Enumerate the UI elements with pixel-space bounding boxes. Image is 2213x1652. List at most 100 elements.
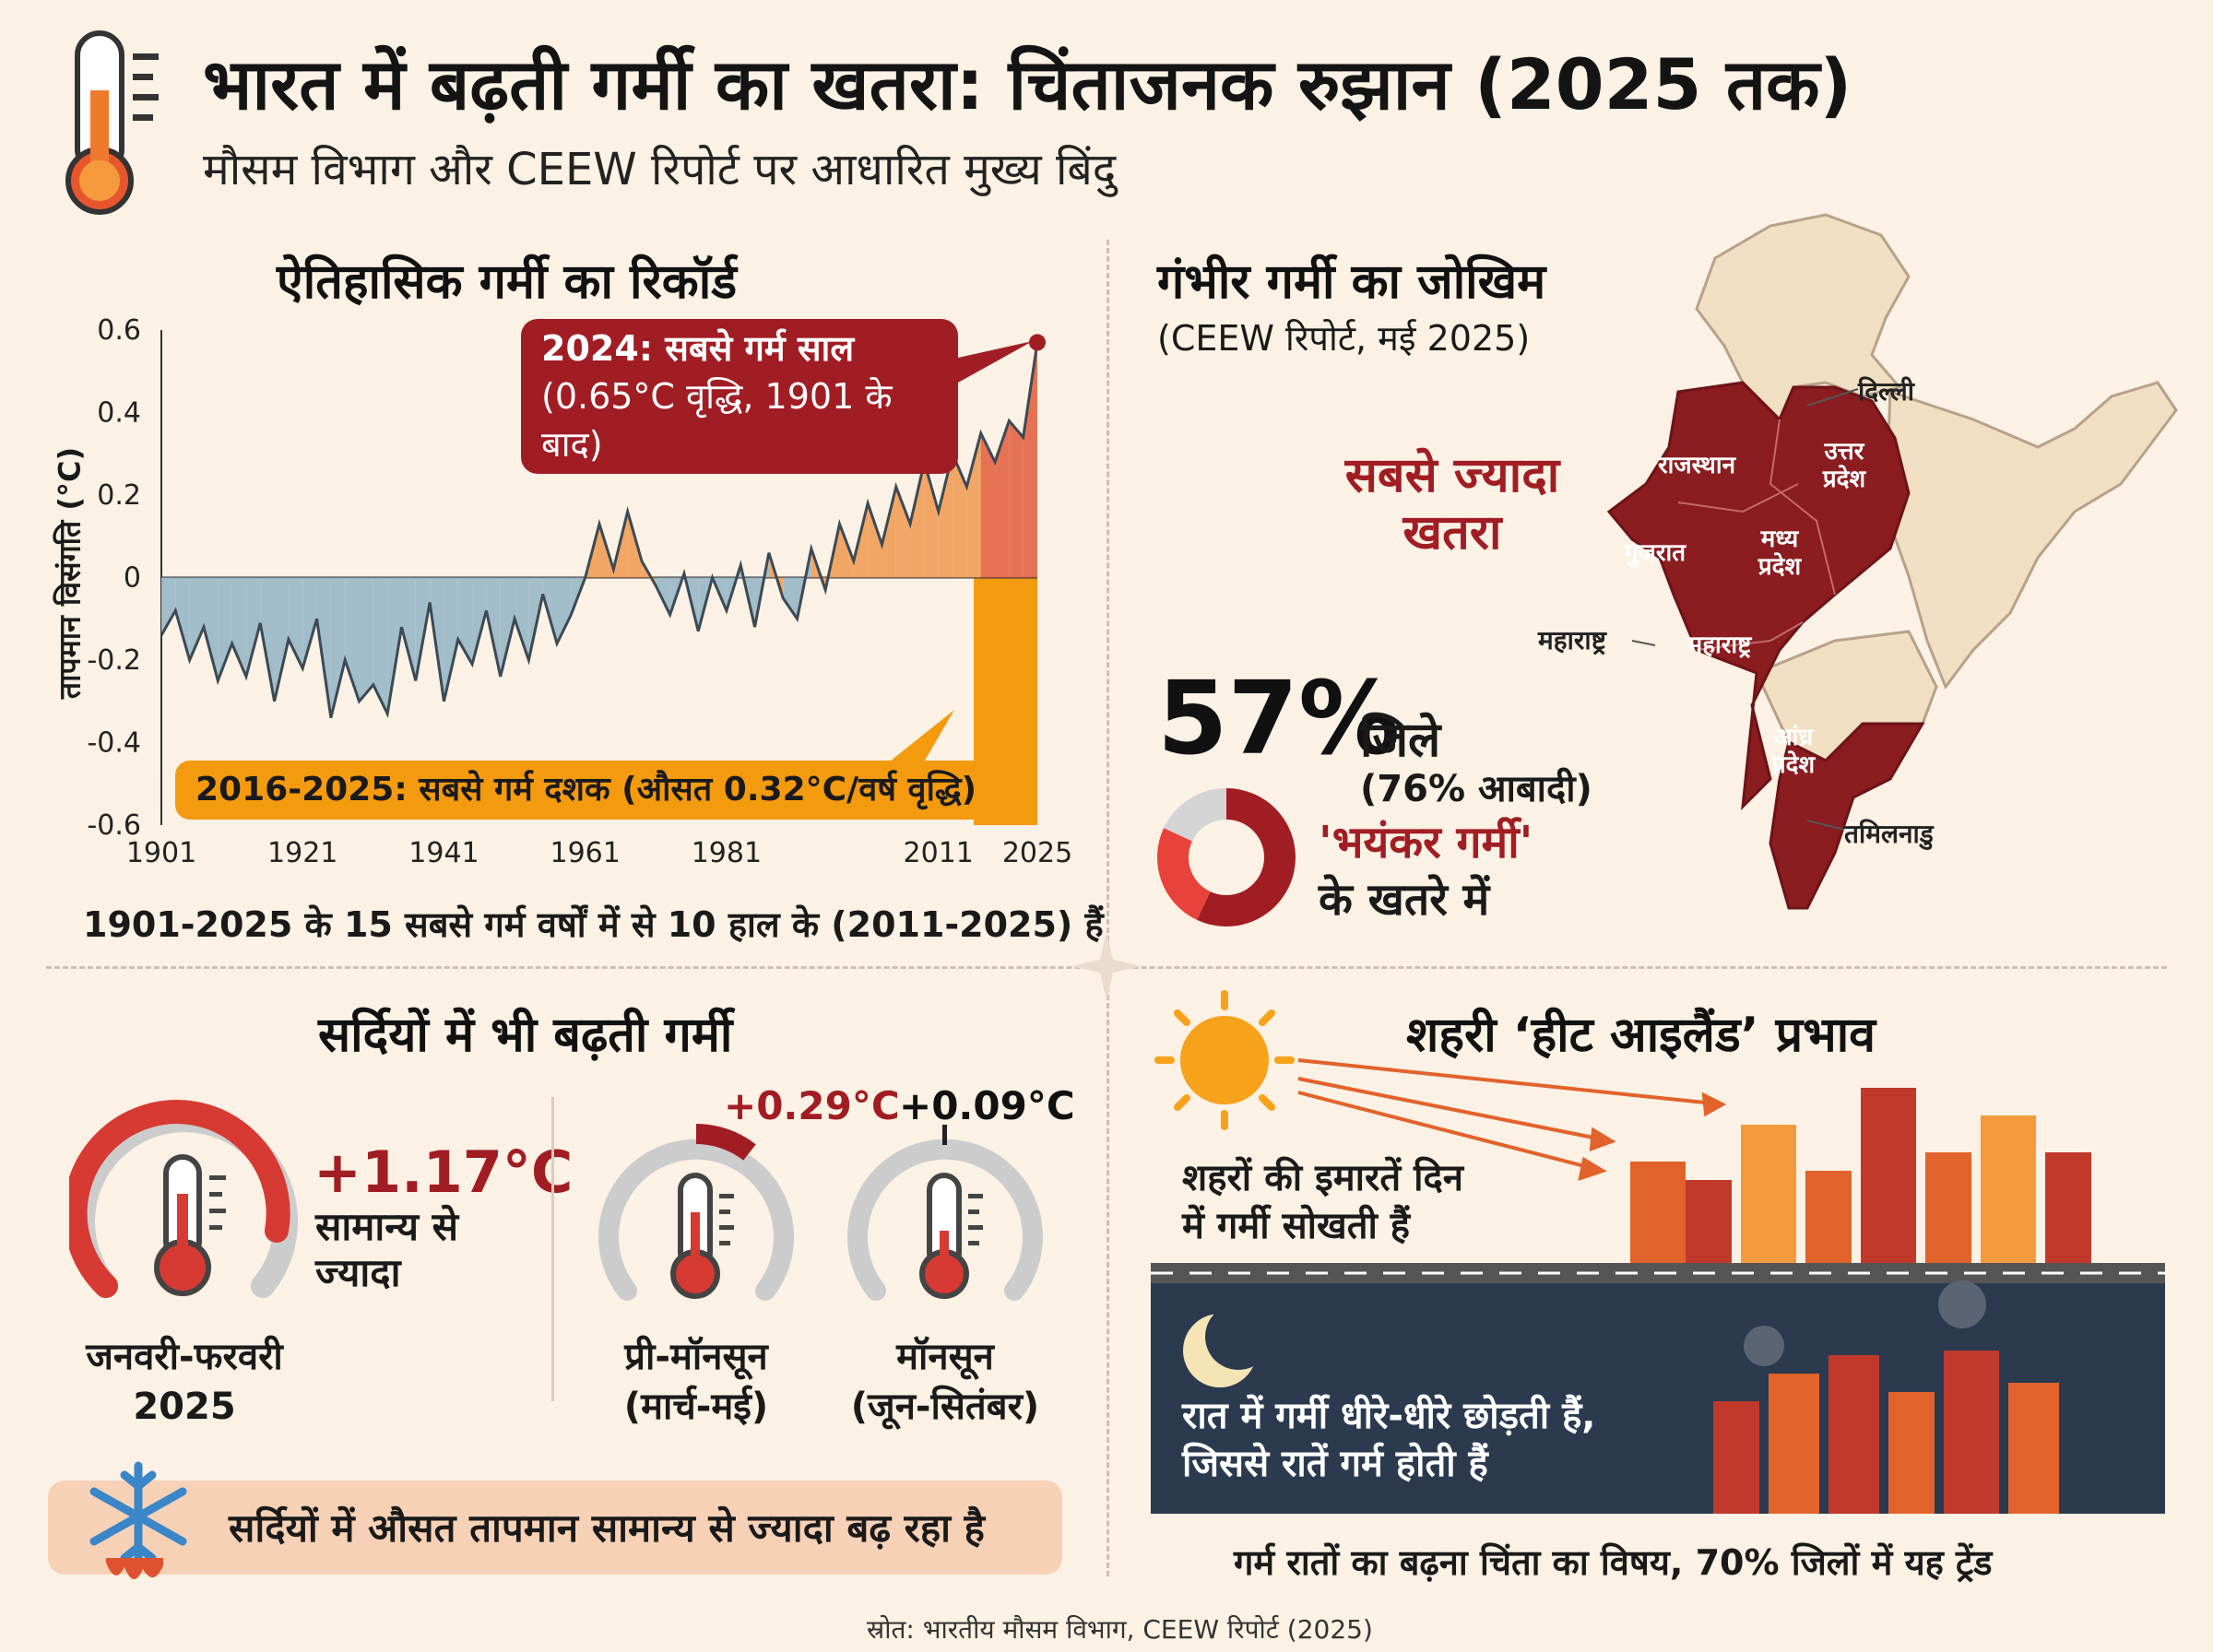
area-segment bbox=[359, 577, 373, 702]
state-ap: आंध्र प्रदेश bbox=[1771, 724, 1816, 779]
g1-desc: सामान्य से ज्यादा bbox=[315, 1204, 459, 1295]
marker-2024 bbox=[1029, 334, 1046, 351]
x-tick-label: 1901 bbox=[126, 837, 196, 869]
winter-banner-text: सर्दियों में औसत तापमान सामान्य से ज्याद… bbox=[229, 1505, 985, 1551]
risk-population: (76% आबादी) bbox=[1360, 768, 1592, 810]
map-leader-lines bbox=[1531, 369, 1899, 848]
area-segment bbox=[161, 577, 176, 636]
area-segment bbox=[401, 577, 416, 681]
area-segment bbox=[953, 454, 967, 578]
snowflake-icon bbox=[78, 1457, 198, 1595]
map-risk-region bbox=[1606, 381, 1911, 811]
area-segment bbox=[245, 577, 261, 677]
map-north bbox=[1695, 213, 1911, 422]
winter-title: सर्दियों में भी बढ़ती गर्मी bbox=[318, 1008, 733, 1063]
g2-label: प्री-मॉनसून (मार्च-मई) bbox=[623, 1336, 769, 1428]
area-segment bbox=[472, 577, 487, 665]
winter-divider bbox=[551, 1097, 554, 1401]
sun-icon bbox=[1154, 990, 1295, 1130]
g1-value: +1.17°C bbox=[314, 1139, 574, 1206]
y-tick-label: -0.6 bbox=[87, 809, 141, 842]
area-segment bbox=[260, 577, 275, 702]
history-chart: 0.6 0.4 0.2 0 -0.2 -0.4 -0.6 1901 1921 1941 1961 19… bbox=[37, 313, 1088, 876]
y-tick-label: -0.2 bbox=[87, 644, 141, 677]
urban-scene bbox=[1151, 986, 2165, 1521]
area-segment bbox=[868, 502, 882, 578]
state-rajasthan: राजस्थान bbox=[1657, 452, 1736, 479]
area-segment bbox=[783, 577, 798, 620]
risk-source: (CEEW रिपोर्ट, मई 2025) bbox=[1157, 318, 1531, 359]
area-segment bbox=[1023, 342, 1037, 578]
area-segment bbox=[924, 462, 939, 578]
callout-decade-pointer bbox=[885, 710, 959, 765]
area-segment bbox=[274, 577, 289, 702]
urban-night-text: रात में गर्मी धीरे-धीरे छोड़ती हैं, जिसस… bbox=[1182, 1395, 1596, 1485]
y-axis-label: तापमान विसंगति (°C) bbox=[52, 446, 88, 700]
risk-percent: 57% bbox=[1157, 659, 1401, 777]
x-tick-label: 1941 bbox=[408, 837, 479, 869]
state-up: उत्तर प्रदेश bbox=[1822, 438, 1866, 493]
page-title: भारत में बढ़ती गर्मी का खतरा: चिंताजनक र… bbox=[203, 43, 1852, 125]
donut-slice-severe bbox=[1197, 788, 1296, 926]
history-title: ऐतिहासिक गर्मी का रिकॉर्ड bbox=[277, 254, 738, 310]
area-segment bbox=[938, 454, 953, 578]
area-segment bbox=[500, 577, 515, 677]
x-tick-label: 2011 bbox=[904, 837, 974, 869]
area-segment bbox=[444, 577, 458, 702]
area-segment bbox=[995, 420, 1010, 578]
callout-2024-line2: (0.65°C वृद्धि, 1901 के बाद) bbox=[541, 376, 893, 465]
area-segment bbox=[1009, 420, 1024, 578]
header-thermometer-icon bbox=[65, 26, 175, 219]
state-gujarat: गुजरात bbox=[1624, 539, 1686, 567]
state-delhi: दिल्ली bbox=[1858, 376, 1914, 407]
page-subtitle: मौसम विभाग और CEEW रिपोर्ट पर आधारित मुख… bbox=[203, 144, 1117, 195]
state-maharashtra-inner: महाराष्ट्र bbox=[1687, 631, 1752, 659]
history-footnote: 1901-2025 के 15 सबसे गर्म वर्षों में से … bbox=[83, 904, 1104, 945]
y-tick-label: 0.4 bbox=[97, 397, 141, 430]
risk-severe: 'भयंकर गर्मी' bbox=[1319, 817, 1533, 868]
gauge-monsoon bbox=[844, 1115, 1047, 1328]
state-mp: मध्य प्रदेश bbox=[1757, 525, 1802, 581]
x-tick-label: 1981 bbox=[692, 837, 762, 869]
area-segment bbox=[966, 432, 981, 578]
callout-2024-pointer bbox=[950, 341, 1042, 396]
area-segment bbox=[457, 577, 473, 665]
most-risk-label: सबसे ज्यादा खतरा bbox=[1344, 448, 1560, 560]
area-segment bbox=[910, 462, 925, 578]
x-tick-label: 1921 bbox=[267, 837, 337, 869]
risk-at-risk: के खतरे में bbox=[1319, 874, 1490, 926]
series-line bbox=[160, 342, 1039, 719]
area-segment bbox=[231, 577, 246, 677]
area-segment bbox=[882, 487, 896, 578]
vertical-divider-top bbox=[1106, 240, 1109, 950]
callout-2024: 2024: सबसे गर्म साल (0.65°C वृद्धि, 1901… bbox=[521, 319, 958, 474]
area-segment bbox=[203, 577, 219, 681]
y-tick-label: 0 bbox=[124, 562, 141, 595]
area-segment bbox=[189, 577, 204, 660]
x-tick-label: 2025 bbox=[1002, 837, 1072, 869]
risk-donut bbox=[1153, 784, 1300, 931]
donut-slice-high bbox=[1157, 828, 1212, 920]
area-segment bbox=[302, 577, 317, 668]
g3-value: +0.09°C bbox=[899, 1083, 1075, 1128]
gauge-pre-monsoon bbox=[595, 1115, 798, 1328]
area-segment bbox=[218, 577, 232, 681]
gauge-jan-feb bbox=[63, 1092, 300, 1323]
urban-day-text: शहरों की इमारतें दिन में गर्मी सोखती हैं bbox=[1182, 1157, 1463, 1247]
urban-title: शहरी ‘हीट आइलैंड’ प्रभाव bbox=[1406, 1008, 1876, 1063]
moon-icon bbox=[1183, 1304, 1272, 1387]
state-tamilnadu: तमिलनाडु bbox=[1844, 819, 1934, 849]
map-east bbox=[1884, 381, 2178, 690]
risk-districts: जिले bbox=[1360, 713, 1441, 768]
area-segment bbox=[373, 577, 388, 714]
x-tick-label: 1961 bbox=[550, 837, 620, 869]
urban-footer: गर्म रातों का बढ़ना चिंता का विषय, 70% ज… bbox=[1234, 1542, 1993, 1583]
area-segment bbox=[486, 577, 501, 677]
area-segment bbox=[515, 577, 529, 660]
winter-banner bbox=[48, 1481, 1062, 1575]
area-segment bbox=[330, 577, 346, 718]
y-tick-label: 0.6 bbox=[97, 314, 141, 347]
source-note: स्रोत: भारतीय मौसम विभाग, CEEW रिपोर्ट (… bbox=[867, 1614, 1373, 1645]
y-tick-label: -0.4 bbox=[87, 727, 141, 760]
